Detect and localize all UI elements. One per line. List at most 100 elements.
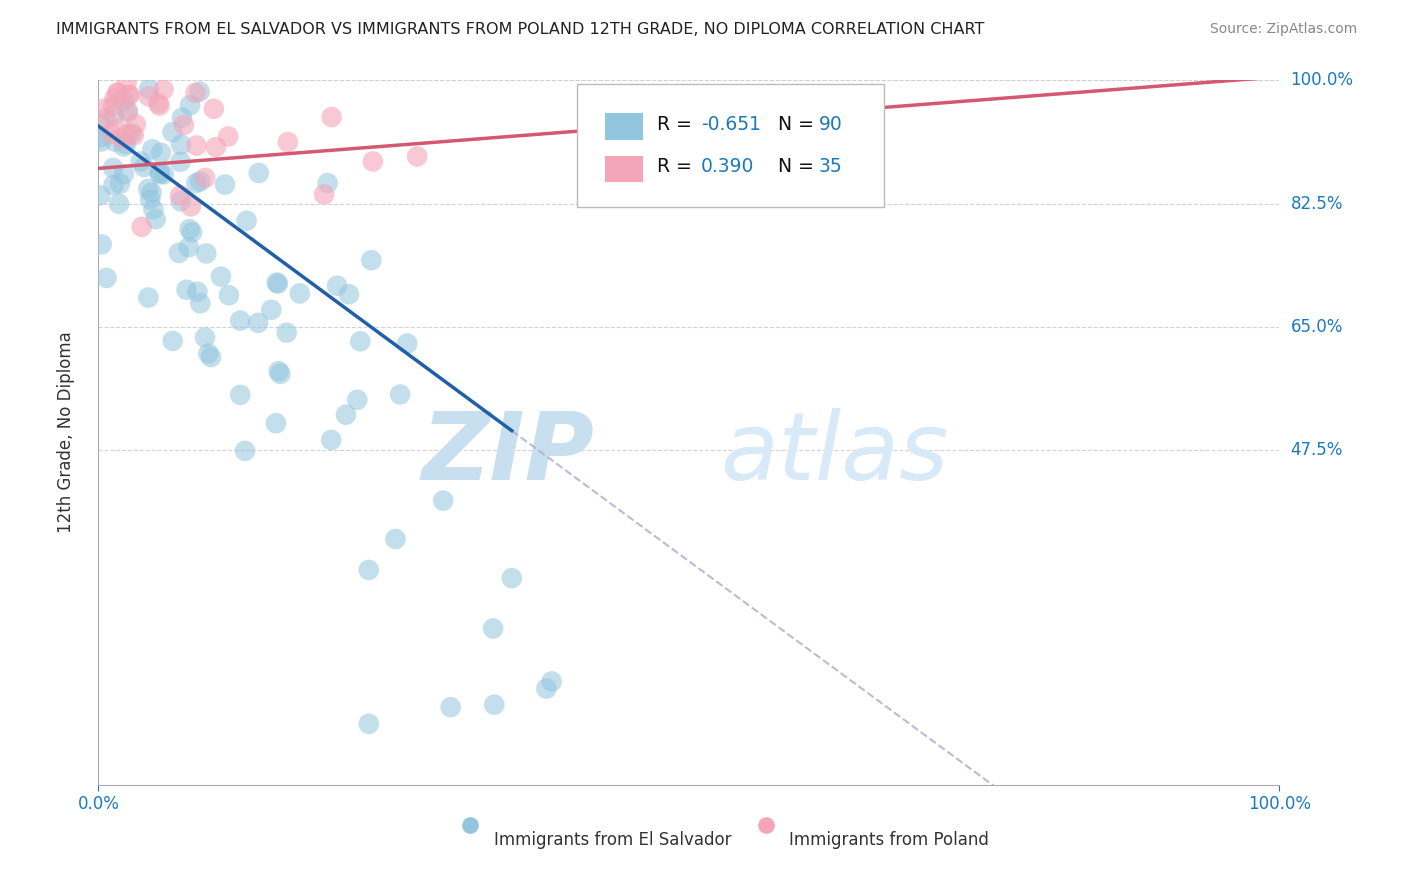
Point [176,283,198,297]
Point [484,698,506,712]
Text: R =: R = [657,158,697,177]
Point [346,392,368,407]
Point [138,291,160,305]
Point [269,367,291,381]
Point [177,240,200,254]
Point [335,408,357,422]
Point [180,199,202,213]
Point [361,154,384,169]
Point [131,219,153,234]
Point [101,99,124,113]
Point [200,350,222,364]
Point [360,253,382,268]
Point [105,121,128,136]
Point [141,142,163,156]
Point [96,271,118,285]
Point [136,182,159,196]
Point [184,86,207,100]
Point [115,76,138,90]
Point [162,125,184,139]
Text: Immigrants from El Salvador: Immigrants from El Salvador [494,830,731,849]
Point [229,313,252,327]
Point [321,433,343,447]
Point [149,167,172,181]
Point [357,716,380,731]
Point [90,237,112,252]
Point [170,194,193,209]
Point [214,178,236,192]
Point [277,135,299,149]
Point [103,178,125,192]
Point [432,493,454,508]
Point [138,89,160,103]
Point [194,330,217,344]
Text: N =: N = [766,115,820,134]
Point [218,288,240,302]
Text: 65.0%: 65.0% [1291,318,1343,336]
Point [247,166,270,180]
Point [94,112,117,126]
Point [316,176,339,190]
Text: atlas: atlas [720,409,949,500]
Text: 35: 35 [818,158,842,177]
Point [406,149,429,163]
Point [186,138,208,153]
Point [138,82,160,96]
Point [186,176,208,190]
Point [89,188,111,202]
Point [540,674,562,689]
Point [217,129,239,144]
Point [482,622,505,636]
FancyBboxPatch shape [576,84,884,207]
Text: 100.0%: 100.0% [1291,71,1354,89]
Point [118,87,141,102]
Point [112,94,135,108]
Point [94,101,117,115]
Point [111,132,134,146]
Point [288,286,311,301]
Point [149,145,172,160]
Point [267,364,290,378]
Point [169,188,191,202]
Point [194,170,217,185]
Text: R =: R = [657,115,697,134]
Point [170,111,193,125]
Point [103,108,125,122]
Point [117,127,139,141]
Point [188,85,211,99]
FancyBboxPatch shape [605,156,643,183]
Point [266,276,288,290]
Point [247,316,270,330]
Point [188,174,211,188]
Text: ZIP: ZIP [422,408,595,500]
Point [202,102,225,116]
Point [267,277,290,291]
Point [195,246,218,260]
Text: 0.390: 0.390 [700,158,754,177]
Point [181,225,204,239]
Point [264,416,287,430]
Point [536,681,558,696]
Point [125,117,148,131]
Text: 47.5%: 47.5% [1291,442,1343,459]
Point [326,278,349,293]
Point [501,571,523,585]
Text: Source: ZipAtlas.com: Source: ZipAtlas.com [1209,22,1357,37]
Point [89,130,111,145]
Point [112,167,135,181]
Point [100,127,122,141]
Point [107,86,129,100]
Point [229,388,252,402]
Point [120,127,142,141]
Point [105,86,128,100]
Point [117,105,139,120]
Point [148,98,170,112]
Point [115,136,138,151]
Point [118,87,141,102]
Point [389,387,412,401]
Point [89,116,111,130]
FancyBboxPatch shape [605,113,643,140]
Point [117,103,139,118]
Point [139,192,162,206]
Point [129,154,152,169]
